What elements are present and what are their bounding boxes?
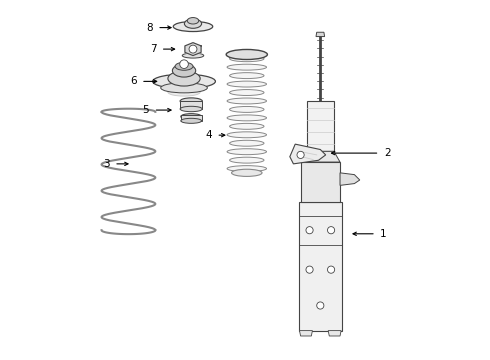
Ellipse shape <box>180 98 202 104</box>
Text: 3: 3 <box>103 159 110 169</box>
Ellipse shape <box>232 169 262 176</box>
FancyBboxPatch shape <box>299 202 342 330</box>
Circle shape <box>306 226 313 234</box>
Text: 4: 4 <box>205 130 212 140</box>
Ellipse shape <box>230 107 264 112</box>
Ellipse shape <box>168 71 200 86</box>
Ellipse shape <box>182 53 204 58</box>
Ellipse shape <box>153 74 216 89</box>
Text: 2: 2 <box>384 148 391 158</box>
FancyBboxPatch shape <box>307 101 334 151</box>
FancyBboxPatch shape <box>181 115 201 121</box>
Ellipse shape <box>181 118 201 123</box>
Ellipse shape <box>227 81 267 87</box>
Ellipse shape <box>227 166 267 172</box>
Ellipse shape <box>230 157 264 163</box>
Ellipse shape <box>230 90 264 95</box>
Ellipse shape <box>226 49 268 59</box>
Text: 5: 5 <box>143 105 149 115</box>
Ellipse shape <box>175 62 193 70</box>
Polygon shape <box>316 32 324 37</box>
Ellipse shape <box>227 98 267 104</box>
Ellipse shape <box>230 140 264 146</box>
Polygon shape <box>328 330 341 336</box>
Circle shape <box>317 302 324 309</box>
Text: 6: 6 <box>130 76 137 86</box>
Polygon shape <box>340 173 360 185</box>
Circle shape <box>327 226 335 234</box>
Circle shape <box>327 266 335 273</box>
FancyBboxPatch shape <box>180 101 202 109</box>
Circle shape <box>189 45 197 53</box>
FancyBboxPatch shape <box>300 162 340 202</box>
Ellipse shape <box>184 19 201 28</box>
Ellipse shape <box>230 56 264 62</box>
Ellipse shape <box>161 83 207 93</box>
Ellipse shape <box>227 149 267 155</box>
Text: 7: 7 <box>150 44 156 54</box>
Polygon shape <box>185 42 201 55</box>
Circle shape <box>180 60 188 68</box>
Circle shape <box>306 266 313 273</box>
Ellipse shape <box>227 132 267 138</box>
Polygon shape <box>300 151 340 162</box>
Polygon shape <box>290 144 326 164</box>
Text: 1: 1 <box>380 229 387 239</box>
Text: 8: 8 <box>146 23 153 33</box>
Ellipse shape <box>181 114 201 120</box>
Ellipse shape <box>168 88 200 96</box>
Ellipse shape <box>172 64 196 77</box>
Ellipse shape <box>230 73 264 78</box>
Ellipse shape <box>227 115 267 121</box>
Ellipse shape <box>230 123 264 129</box>
Ellipse shape <box>187 18 199 24</box>
Polygon shape <box>299 330 313 336</box>
Circle shape <box>297 151 304 158</box>
Ellipse shape <box>173 22 213 32</box>
Ellipse shape <box>227 64 267 70</box>
Ellipse shape <box>180 106 202 112</box>
